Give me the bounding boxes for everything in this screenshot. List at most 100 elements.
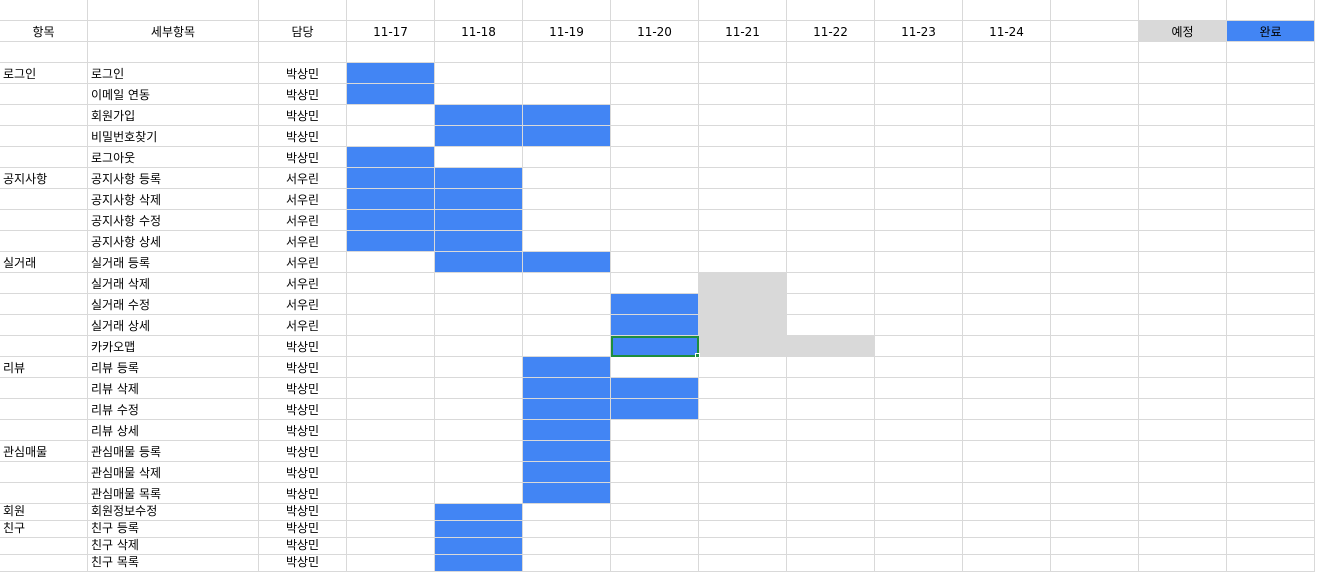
grid-cell[interactable] bbox=[699, 420, 787, 441]
owner-cell[interactable]: 박상민 bbox=[259, 336, 347, 357]
done-bar-cell[interactable] bbox=[523, 378, 611, 399]
task-name-cell[interactable]: 관심매물 등록 bbox=[88, 441, 259, 462]
grid-cell[interactable] bbox=[347, 483, 435, 504]
owner-cell[interactable]: 박상민 bbox=[259, 84, 347, 105]
grid-cell[interactable] bbox=[611, 521, 699, 538]
grid-cell[interactable] bbox=[347, 521, 435, 538]
grid-cell[interactable] bbox=[963, 63, 1051, 84]
grid-cell[interactable] bbox=[1139, 555, 1227, 572]
grid-cell[interactable] bbox=[875, 357, 963, 378]
grid-cell[interactable] bbox=[347, 273, 435, 294]
grid-cell[interactable] bbox=[1227, 189, 1315, 210]
task-name-cell[interactable]: 비밀번호찾기 bbox=[88, 126, 259, 147]
owner-cell[interactable]: 박상민 bbox=[259, 441, 347, 462]
grid-cell[interactable] bbox=[963, 105, 1051, 126]
grid-cell[interactable] bbox=[787, 357, 875, 378]
done-bar-cell[interactable] bbox=[435, 168, 523, 189]
owner-cell[interactable]: 서우린 bbox=[259, 252, 347, 273]
grid-cell[interactable] bbox=[787, 231, 875, 252]
done-bar-cell[interactable] bbox=[523, 357, 611, 378]
owner-cell[interactable]: 박상민 bbox=[259, 504, 347, 521]
done-bar-cell[interactable] bbox=[611, 399, 699, 420]
task-name-cell[interactable]: 친구 등록 bbox=[88, 521, 259, 538]
task-name-cell[interactable]: 공지사항 삭제 bbox=[88, 189, 259, 210]
grid-cell[interactable] bbox=[875, 126, 963, 147]
grid-cell[interactable] bbox=[787, 126, 875, 147]
owner-cell[interactable]: 박상민 bbox=[259, 357, 347, 378]
grid-cell[interactable] bbox=[435, 63, 523, 84]
done-bar-cell[interactable] bbox=[523, 105, 611, 126]
task-name-cell[interactable]: 리뷰 등록 bbox=[88, 357, 259, 378]
grid-cell[interactable] bbox=[787, 521, 875, 538]
grid-cell[interactable] bbox=[875, 42, 963, 63]
grid-cell[interactable] bbox=[347, 357, 435, 378]
grid-cell[interactable] bbox=[1227, 336, 1315, 357]
task-name-cell[interactable]: 리뷰 삭제 bbox=[88, 378, 259, 399]
grid-cell[interactable] bbox=[523, 42, 611, 63]
grid-cell[interactable] bbox=[963, 189, 1051, 210]
grid-cell[interactable] bbox=[611, 63, 699, 84]
column-header-owner[interactable]: 담당 bbox=[259, 21, 347, 42]
column-header-date-11-17[interactable]: 11-17 bbox=[347, 21, 435, 42]
category-cell[interactable]: 공지사항 bbox=[0, 168, 88, 189]
done-bar-cell[interactable] bbox=[435, 555, 523, 572]
grid-cell[interactable] bbox=[435, 357, 523, 378]
grid-cell[interactable] bbox=[523, 504, 611, 521]
grid-cell[interactable] bbox=[1139, 538, 1227, 555]
grid-cell[interactable] bbox=[1139, 126, 1227, 147]
category-cell[interactable]: 실거래 bbox=[0, 252, 88, 273]
grid-cell[interactable] bbox=[1139, 168, 1227, 189]
done-bar-cell[interactable] bbox=[435, 189, 523, 210]
grid-cell[interactable] bbox=[963, 126, 1051, 147]
grid-cell[interactable] bbox=[435, 0, 523, 21]
grid-cell[interactable] bbox=[435, 483, 523, 504]
grid-cell[interactable] bbox=[1051, 63, 1139, 84]
task-name-cell[interactable]: 실거래 수정 bbox=[88, 294, 259, 315]
grid-cell[interactable] bbox=[1227, 0, 1315, 21]
done-bar-cell[interactable] bbox=[435, 126, 523, 147]
grid-cell[interactable] bbox=[875, 210, 963, 231]
grid-cell[interactable] bbox=[963, 231, 1051, 252]
grid-cell[interactable] bbox=[1227, 273, 1315, 294]
grid-cell[interactable] bbox=[523, 273, 611, 294]
grid-cell[interactable] bbox=[0, 210, 88, 231]
grid-cell[interactable] bbox=[1051, 84, 1139, 105]
planned-bar-cell[interactable] bbox=[699, 315, 787, 336]
grid-cell[interactable] bbox=[1051, 0, 1139, 21]
grid-cell[interactable] bbox=[963, 399, 1051, 420]
grid-cell[interactable] bbox=[435, 441, 523, 462]
grid-cell[interactable] bbox=[523, 521, 611, 538]
grid-cell[interactable] bbox=[611, 210, 699, 231]
grid-cell[interactable] bbox=[963, 483, 1051, 504]
grid-cell[interactable] bbox=[1139, 521, 1227, 538]
grid-cell[interactable] bbox=[1051, 168, 1139, 189]
grid-cell[interactable] bbox=[699, 441, 787, 462]
grid-cell[interactable] bbox=[611, 0, 699, 21]
grid-cell[interactable] bbox=[523, 538, 611, 555]
column-header-date-11-21[interactable]: 11-21 bbox=[699, 21, 787, 42]
grid-cell[interactable] bbox=[787, 294, 875, 315]
planned-bar-cell[interactable] bbox=[699, 336, 787, 357]
grid-cell[interactable] bbox=[1051, 210, 1139, 231]
grid-cell[interactable] bbox=[611, 231, 699, 252]
grid-cell[interactable] bbox=[1227, 483, 1315, 504]
grid-cell[interactable] bbox=[1139, 189, 1227, 210]
grid-cell[interactable] bbox=[1227, 42, 1315, 63]
grid-cell[interactable] bbox=[963, 538, 1051, 555]
grid-cell[interactable] bbox=[787, 315, 875, 336]
grid-cell[interactable] bbox=[1139, 231, 1227, 252]
grid-cell[interactable] bbox=[1227, 462, 1315, 483]
done-bar-cell[interactable] bbox=[523, 441, 611, 462]
grid-cell[interactable] bbox=[0, 126, 88, 147]
grid-cell[interactable] bbox=[787, 538, 875, 555]
done-bar-cell[interactable] bbox=[347, 189, 435, 210]
task-name-cell[interactable]: 공지사항 상세 bbox=[88, 231, 259, 252]
done-bar-cell[interactable] bbox=[435, 504, 523, 521]
grid-cell[interactable] bbox=[875, 189, 963, 210]
grid-cell[interactable] bbox=[875, 462, 963, 483]
grid-cell[interactable] bbox=[523, 84, 611, 105]
grid-cell[interactable] bbox=[699, 538, 787, 555]
owner-cell[interactable]: 박상민 bbox=[259, 538, 347, 555]
grid-cell[interactable] bbox=[1051, 189, 1139, 210]
grid-cell[interactable] bbox=[1227, 441, 1315, 462]
